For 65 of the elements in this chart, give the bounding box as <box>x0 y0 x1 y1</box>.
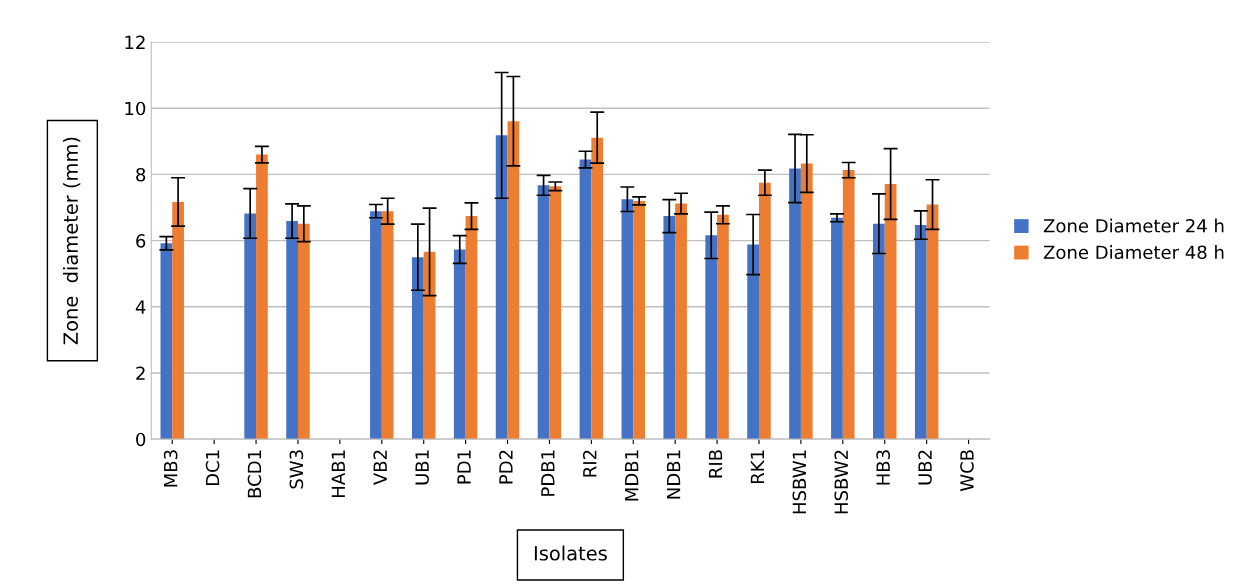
bar <box>453 249 466 440</box>
y-tick-label: 10 <box>125 101 146 116</box>
bar <box>633 200 645 440</box>
x-tick-label: HSBW1 <box>792 450 807 514</box>
x-tick-label: HAB1 <box>331 450 345 497</box>
y-tick-label: 0 <box>136 432 146 447</box>
bar <box>926 204 939 440</box>
legend-label: Zone Diameter 24 h <box>1043 218 1224 233</box>
bar <box>465 216 478 440</box>
bar <box>381 211 394 440</box>
legend-label: Zone Diameter 48 h <box>1043 245 1224 260</box>
x-tick-label: RK1 <box>750 450 764 483</box>
bar <box>256 154 268 440</box>
bar <box>884 184 897 440</box>
bar <box>172 201 184 440</box>
x-tick-label: MDB1 <box>625 450 639 501</box>
x-tick-label: WCB <box>960 450 974 492</box>
bar <box>831 217 843 440</box>
bar <box>842 170 855 440</box>
x-tick-label: VB2 <box>373 450 387 485</box>
bar <box>675 203 687 440</box>
bar <box>507 121 520 440</box>
bar <box>495 135 508 440</box>
x-tick-label: MB3 <box>163 450 178 487</box>
bar <box>160 243 173 440</box>
y-axis-title: Zone diameter (mm) <box>62 137 81 345</box>
bar <box>370 211 382 440</box>
y-tick-label: 8 <box>136 167 146 182</box>
y-tick-label: 4 <box>135 300 146 314</box>
bar <box>411 257 424 440</box>
x-tick-label: HSBW2 <box>834 450 849 514</box>
bar <box>759 182 771 440</box>
bar <box>579 159 592 440</box>
x-tick-label: RIB <box>708 450 723 478</box>
bar <box>297 223 310 440</box>
x-tick-label: UB2 <box>918 450 932 485</box>
bar <box>705 235 718 440</box>
x-tick-label: PD2 <box>499 450 513 484</box>
bar <box>591 137 604 440</box>
bar <box>621 199 634 440</box>
bar <box>800 163 813 440</box>
x-tick-label: PD1 <box>457 450 471 484</box>
bar <box>286 221 298 440</box>
x-tick-label: UB1 <box>415 450 429 485</box>
x-tick-label: HB3 <box>876 450 890 485</box>
bar <box>423 251 436 440</box>
x-axis-title: Isolates <box>534 545 607 561</box>
bar <box>789 168 801 440</box>
bar <box>244 213 257 440</box>
bar <box>549 186 562 440</box>
y-tick-label: 12 <box>125 35 145 49</box>
x-tick-label: NDB1 <box>667 450 681 499</box>
bar <box>747 244 759 440</box>
x-tick-label: BCD1 <box>247 450 262 498</box>
bar <box>663 216 676 440</box>
bar <box>537 185 550 440</box>
x-tick-label: SW3 <box>289 450 304 489</box>
x-tick-label: PDB1 <box>541 450 555 496</box>
bar <box>873 223 885 440</box>
bar <box>914 225 927 440</box>
x-tick-label: DC1 <box>205 450 220 486</box>
y-tick-label: 2 <box>136 366 145 380</box>
x-tick-label: RI2 <box>582 450 597 477</box>
bar <box>717 214 729 440</box>
y-tick-label: 6 <box>136 234 146 248</box>
